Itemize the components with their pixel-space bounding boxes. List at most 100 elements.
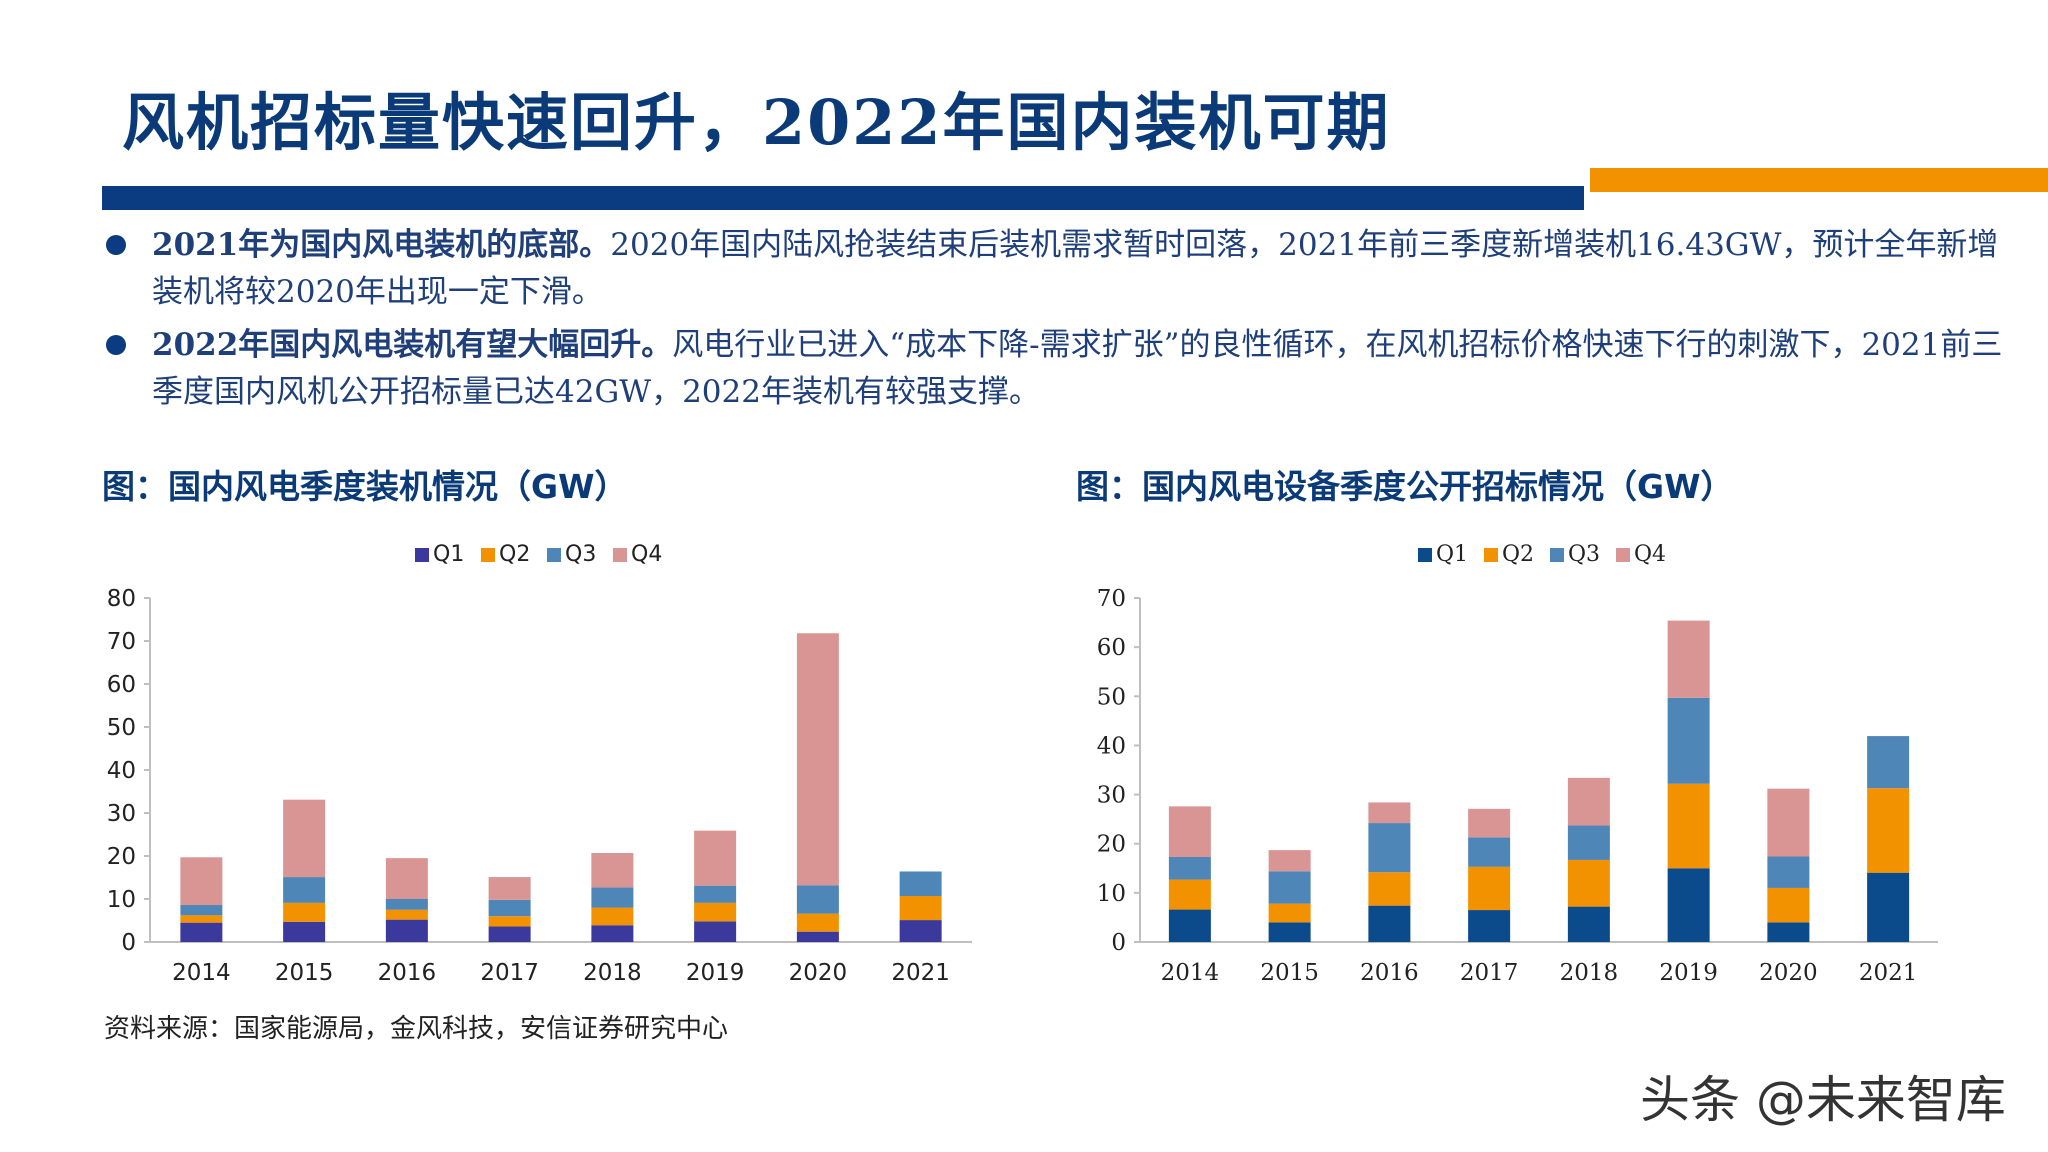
- legend-label: Q4: [631, 542, 662, 567]
- bar-segment: [1468, 910, 1511, 942]
- bar-segment: [488, 899, 531, 917]
- chart-title-installation: 图：国内风电季度装机情况（GW）: [102, 467, 628, 506]
- legend-swatch: [1550, 548, 1564, 562]
- bullet-list: 2021年为国内风电装机的底部。2020年国内陆风抢装结束后装机需求暂时回落，2…: [104, 222, 2004, 422]
- x-tick-label: 2015: [275, 960, 334, 986]
- bar-segment: [385, 899, 428, 910]
- x-tick-label: 2017: [1460, 960, 1519, 986]
- x-tick-label: 2020: [789, 960, 848, 986]
- bar-segment: [591, 925, 634, 942]
- bar-segment: [1268, 871, 1311, 904]
- x-tick-label: 2017: [480, 960, 539, 986]
- bar-segment: [385, 919, 428, 942]
- bar-segment: [796, 931, 839, 942]
- bar-segment: [1268, 850, 1311, 872]
- chart-title-tender: 图：国内风电设备季度公开招标情况（GW）: [1076, 467, 1734, 506]
- bar-segment: [1468, 866, 1511, 911]
- bar-segment: [694, 830, 737, 886]
- bar-segment: [1168, 856, 1211, 880]
- bar-segment: [694, 921, 737, 942]
- bar-segment: [1368, 872, 1411, 906]
- bar-segment: [385, 909, 428, 920]
- page-title: 风机招标量快速回升，2022年国内装机可期: [122, 86, 1391, 159]
- tender-chart: Q1 Q2 Q3 Q4 0 10 20 30 40 50 60 70 2014 2015 2016 2017 2…: [1097, 542, 1938, 986]
- legend-label: Q2: [1502, 542, 1534, 567]
- y-tick-label: 30: [1097, 783, 1126, 809]
- x-tick-label: 2020: [1759, 960, 1818, 986]
- legend-swatch: [547, 548, 561, 562]
- legend-label: Q1: [433, 542, 464, 567]
- legend-swatch: [1484, 548, 1498, 562]
- x-tick-label: 2015: [1260, 960, 1319, 986]
- watermark: 头条 @未来智库: [1640, 1071, 2006, 1129]
- legend-swatch: [613, 548, 627, 562]
- bar-segment: [283, 921, 326, 942]
- bar-segment: [1767, 856, 1810, 888]
- y-tick-label: 0: [121, 930, 136, 956]
- bullet-dot-icon: [106, 235, 126, 255]
- bar-segment: [1567, 906, 1610, 942]
- bar-segment: [591, 907, 634, 926]
- y-tick-label: 20: [107, 844, 136, 870]
- source-note: 资料来源：国家能源局，金风科技，安信证券研究中心: [104, 1014, 729, 1044]
- bar-segment: [694, 885, 737, 903]
- bar-segment: [899, 920, 942, 942]
- bar-segment: [591, 852, 634, 888]
- bullet-dot-icon: [106, 335, 126, 355]
- bar-segment: [1867, 872, 1910, 942]
- y-tick-label: 50: [1097, 684, 1126, 710]
- y-tick-label: 40: [107, 758, 136, 784]
- bar-segment: [1468, 808, 1511, 838]
- bullet-bold-text: 2021年为国内风电装机的底部。: [152, 227, 611, 263]
- bar-segment: [1268, 903, 1311, 923]
- bullet-item: 2022年国内风电装机有望大幅回升。风电行业已进入“成本下降-需求扩张”的良性循…: [104, 322, 2004, 416]
- bullet-text: 2020年国内陆风抢装结束后装机需求暂时回落，2021年前三季度新增装机16.4…: [152, 227, 1999, 310]
- bullet-text: 风电行业已进入“成本下降-需求扩张”的良性循环，在风机招标价格快速下行的刺激下，…: [152, 327, 2003, 410]
- y-tick-label: 80: [107, 586, 136, 612]
- bar-segment: [1268, 922, 1311, 942]
- bar-segment: [488, 916, 531, 927]
- bar-segment: [283, 902, 326, 922]
- bar-segment: [1567, 777, 1610, 826]
- bar-segment: [180, 915, 223, 923]
- bar-segment: [1368, 823, 1411, 873]
- y-tick-label: 0: [1111, 930, 1126, 956]
- bar-segment: [1368, 802, 1411, 824]
- y-tick-label: 10: [107, 887, 136, 913]
- bar-segment: [796, 885, 839, 914]
- bar-segment: [1168, 806, 1211, 857]
- bar-segment: [488, 877, 531, 900]
- y-tick-label: 60: [1097, 635, 1126, 661]
- x-tick-label: 2019: [686, 960, 745, 986]
- legend-label: Q4: [1634, 542, 1666, 567]
- legend-label: Q2: [499, 542, 530, 567]
- bar-segment: [1767, 922, 1810, 942]
- y-tick-label: 40: [1097, 733, 1126, 759]
- y-tick-label: 10: [1097, 881, 1126, 907]
- bar-segment: [591, 887, 634, 908]
- bar-segment: [1767, 887, 1810, 923]
- bar-segment: [180, 905, 223, 916]
- bar-segment: [1468, 837, 1511, 867]
- bar-segment: [1867, 736, 1910, 789]
- bullet-bold-text: 2022年国内风电装机有望大幅回升。: [152, 327, 673, 363]
- bar-segment: [1767, 788, 1810, 857]
- bar-segment: [1168, 909, 1211, 942]
- x-tick-label: 2018: [583, 960, 642, 986]
- bar-segment: [180, 922, 223, 942]
- legend-swatch: [1418, 548, 1432, 562]
- legend-label: Q3: [1568, 542, 1600, 567]
- bar-segment: [1368, 905, 1411, 942]
- bar-segment: [796, 913, 839, 932]
- y-tick-label: 30: [107, 801, 136, 827]
- bar-segment: [1667, 620, 1710, 698]
- x-tick-label: 2021: [1859, 960, 1918, 986]
- legend-swatch: [1616, 548, 1630, 562]
- bar-segment: [488, 926, 531, 942]
- x-tick-label: 2019: [1659, 960, 1718, 986]
- x-tick-label: 2016: [1360, 960, 1419, 986]
- legend-swatch: [415, 548, 429, 562]
- bar-segment: [796, 633, 839, 886]
- legend-swatch: [481, 548, 495, 562]
- bar-segment: [1667, 868, 1710, 942]
